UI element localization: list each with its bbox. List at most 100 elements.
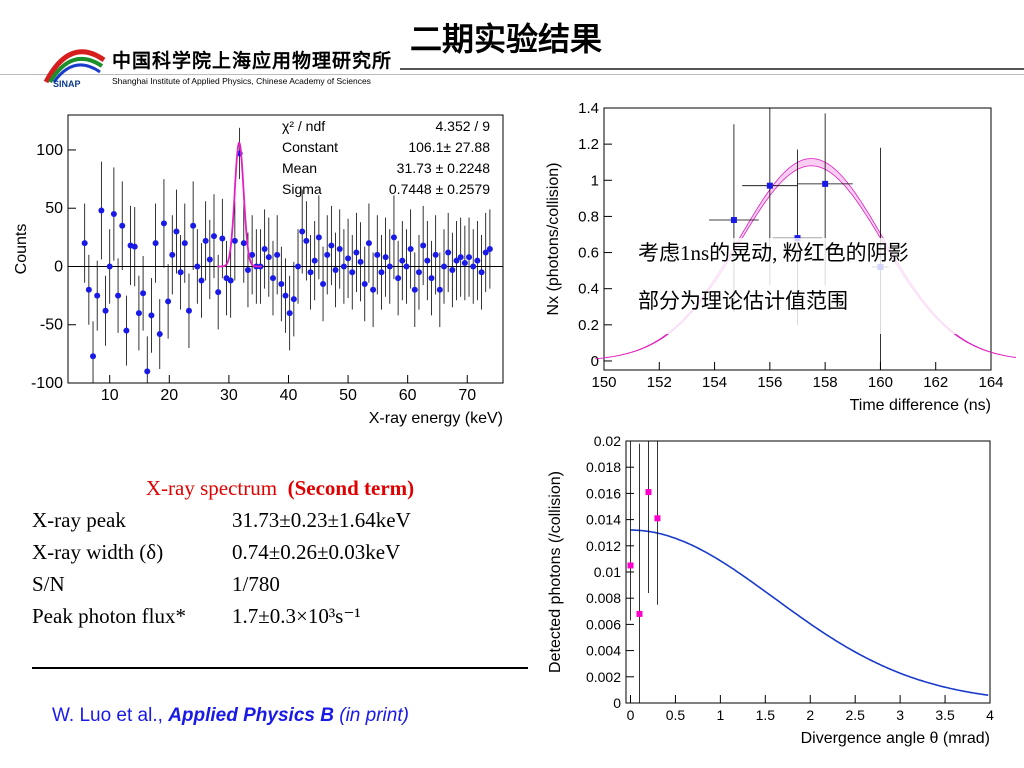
data-point xyxy=(156,331,163,338)
y-tick-label: 0.014 xyxy=(586,512,621,528)
institute-english-name: Shanghai Institute of Applied Physics, C… xyxy=(112,76,371,86)
table-row: S/N 1/780 xyxy=(32,568,528,600)
data-point xyxy=(403,263,410,270)
data-point xyxy=(340,263,347,270)
row-value: 1.7±0.3×10³s⁻¹ xyxy=(232,604,361,628)
fit-curve xyxy=(217,142,262,268)
citation-journal[interactable]: Applied Physics B xyxy=(168,705,334,726)
theory-curve xyxy=(630,529,989,696)
plot-frame xyxy=(625,440,991,704)
y-tick-label: 0.008 xyxy=(586,590,621,606)
shading-note: 考虑1ns的晃动, 粉红色的阴影 部分为理论估计值范围 xyxy=(628,238,978,334)
data-point xyxy=(315,234,322,241)
row-label: X-ray width (δ) xyxy=(32,540,164,564)
row-value: 31.73±0.23±1.64keV xyxy=(232,508,411,532)
data-point xyxy=(135,310,142,317)
y-axis-label: Detected photons (/collision) xyxy=(547,471,564,673)
y-axis-label: Counts xyxy=(13,224,30,275)
data-point xyxy=(165,298,172,305)
caption-bold: (Second term) xyxy=(287,476,415,500)
data-point xyxy=(445,249,452,256)
y-tick-label: 0.018 xyxy=(586,459,621,475)
y-tick-label: 100 xyxy=(36,142,63,159)
data-point xyxy=(240,240,247,247)
data-point xyxy=(457,254,464,261)
y-tick-label: 0.01 xyxy=(594,564,621,580)
data-point xyxy=(449,266,456,273)
results-table: X-ray spectrum (Second term) X-ray peak … xyxy=(32,472,528,632)
data-point xyxy=(428,275,435,282)
data-point xyxy=(261,246,268,252)
data-point xyxy=(215,289,222,296)
stats-value: 0.7448 ± 0.2579 xyxy=(389,181,490,197)
row-label: X-ray peak xyxy=(32,508,126,532)
data-point xyxy=(470,263,477,270)
y-tick-label: 0.2 xyxy=(578,317,599,334)
data-point xyxy=(202,237,209,244)
y-tick-label: -100 xyxy=(31,375,63,392)
data-point xyxy=(374,251,381,258)
y-tick-label: 0.012 xyxy=(586,538,621,554)
table-row: X-ray width (δ) 0.74±0.26±0.03keV xyxy=(32,536,528,568)
data-point xyxy=(382,254,389,261)
data-point xyxy=(290,296,297,303)
data-point xyxy=(110,211,117,218)
data-point xyxy=(411,286,418,293)
stats-label: Sigma xyxy=(282,181,322,197)
y-axis-label: Nx (photons/collision) xyxy=(545,163,562,316)
data-point xyxy=(441,263,448,270)
stats-value: 31.73 ± 0.2248 xyxy=(397,160,491,176)
data-point xyxy=(378,269,385,276)
data-point xyxy=(131,243,138,250)
x-tick-label: 10 xyxy=(101,387,119,404)
x-axis-label: Time difference (ns) xyxy=(850,397,991,414)
data-point xyxy=(295,263,302,270)
note-line-2: 部分为理论估计值范围 xyxy=(638,289,848,313)
table-row: X-ray peak 31.73±0.23±1.64keV xyxy=(32,504,528,536)
y-tick-label: 1.4 xyxy=(578,100,599,117)
data-point xyxy=(123,327,130,334)
citation-status: (in print) xyxy=(339,705,409,726)
data-point xyxy=(395,275,402,282)
data-point xyxy=(474,257,481,264)
data-point xyxy=(386,263,393,270)
data-point xyxy=(390,234,397,241)
data-point xyxy=(730,217,737,224)
citation-authors: W. Luo et al., xyxy=(52,705,163,726)
y-tick-label: 0 xyxy=(613,695,621,711)
x-tick-label: 4 xyxy=(986,707,994,723)
data-point xyxy=(415,269,422,276)
x-tick-label: 150 xyxy=(591,374,616,391)
row-label: Peak photon flux* xyxy=(32,604,186,628)
slide-title: 二期实验结果 xyxy=(410,20,603,58)
y-tick-label: 0.002 xyxy=(586,669,621,685)
x-tick-label: 40 xyxy=(280,387,298,404)
x-tick-label: 2.5 xyxy=(845,707,865,723)
data-point xyxy=(278,280,285,287)
data-point xyxy=(169,251,176,258)
data-point xyxy=(636,610,643,617)
logo-text: SINAP xyxy=(53,79,81,89)
data-point xyxy=(361,280,368,287)
xray-spectrum-chart: 10 20 30 40 50 60 70 -100 -50 0 50 100 X-ray energy … xyxy=(13,114,504,427)
x-axis-label: Divergence angle θ (mrad) xyxy=(801,730,990,747)
x-tick-label: 1 xyxy=(716,707,724,723)
data-point xyxy=(432,251,439,258)
y-tick-label: 0.006 xyxy=(586,616,621,632)
row-label: S/N xyxy=(32,572,65,596)
sinap-logo-icon xyxy=(43,49,106,84)
data-point xyxy=(311,257,318,264)
data-point xyxy=(420,242,427,249)
x-tick-label: 162 xyxy=(923,374,948,391)
x-tick-label: 1.5 xyxy=(756,707,776,723)
data-point xyxy=(453,257,460,264)
data-point xyxy=(231,237,238,244)
y-tick-label: 0 xyxy=(591,353,599,370)
data-point xyxy=(407,246,414,252)
citation[interactable]: W. Luo et al., Applied Physics B (in pri… xyxy=(52,705,409,727)
y-tick-label: 0.016 xyxy=(586,485,621,501)
data-point xyxy=(482,249,489,256)
data-point xyxy=(627,562,634,569)
stats-label: Mean xyxy=(282,160,317,176)
data-point xyxy=(353,249,360,256)
